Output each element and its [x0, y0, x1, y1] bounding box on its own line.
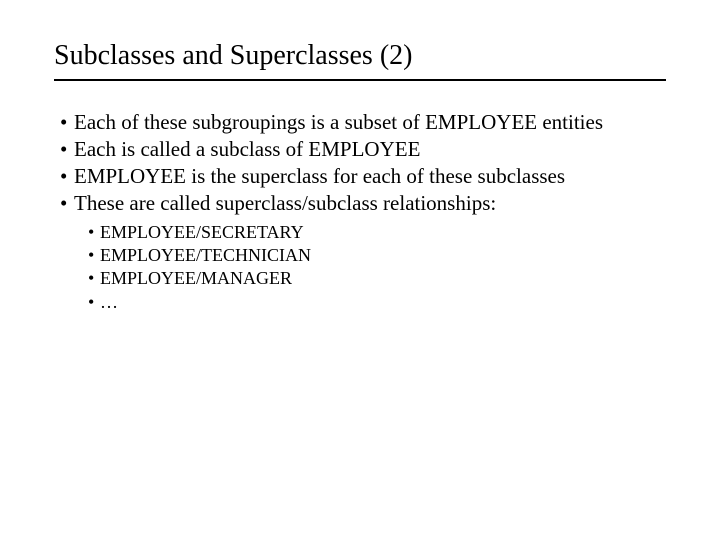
bullet-dot-icon: •: [60, 163, 74, 190]
title-underline: [54, 79, 666, 81]
bullet-dot-icon: •: [88, 244, 100, 267]
bullet-item: • Each of these subgroupings is a subset…: [60, 109, 666, 136]
bullet-text: These are called superclass/subclass rel…: [74, 190, 666, 217]
bullet-item: • Each is called a subclass of EMPLOYEE: [60, 136, 666, 163]
sub-bullet-item: • EMPLOYEE/TECHNICIAN: [88, 244, 666, 267]
bullet-dot-icon: •: [60, 109, 74, 136]
sub-bullet-text: EMPLOYEE/SECRETARY: [100, 221, 666, 244]
bullet-text: EMPLOYEE is the superclass for each of t…: [74, 163, 666, 190]
bullet-item: • These are called superclass/subclass r…: [60, 190, 666, 217]
sub-bullet-text: EMPLOYEE/TECHNICIAN: [100, 244, 666, 267]
bullet-text: Each is called a subclass of EMPLOYEE: [74, 136, 666, 163]
sub-bullet-item: • …: [88, 291, 666, 314]
sub-bullet-item: • EMPLOYEE/MANAGER: [88, 267, 666, 290]
sub-bullet-item: • EMPLOYEE/SECRETARY: [88, 221, 666, 244]
bullet-dot-icon: •: [60, 190, 74, 217]
bullet-dot-icon: •: [88, 221, 100, 244]
sub-bullet-list: • EMPLOYEE/SECRETARY • EMPLOYEE/TECHNICI…: [60, 221, 666, 315]
bullet-dot-icon: •: [60, 136, 74, 163]
sub-bullet-text: EMPLOYEE/MANAGER: [100, 267, 666, 290]
slide: Subclasses and Superclasses (2) • Each o…: [0, 0, 720, 540]
bullet-dot-icon: •: [88, 291, 100, 314]
bullet-dot-icon: •: [88, 267, 100, 290]
bullet-text: Each of these subgroupings is a subset o…: [74, 109, 666, 136]
sub-bullet-text: …: [100, 291, 666, 314]
bullet-list: • Each of these subgroupings is a subset…: [54, 109, 666, 314]
bullet-item: • EMPLOYEE is the superclass for each of…: [60, 163, 666, 190]
slide-title: Subclasses and Superclasses (2): [54, 38, 666, 73]
